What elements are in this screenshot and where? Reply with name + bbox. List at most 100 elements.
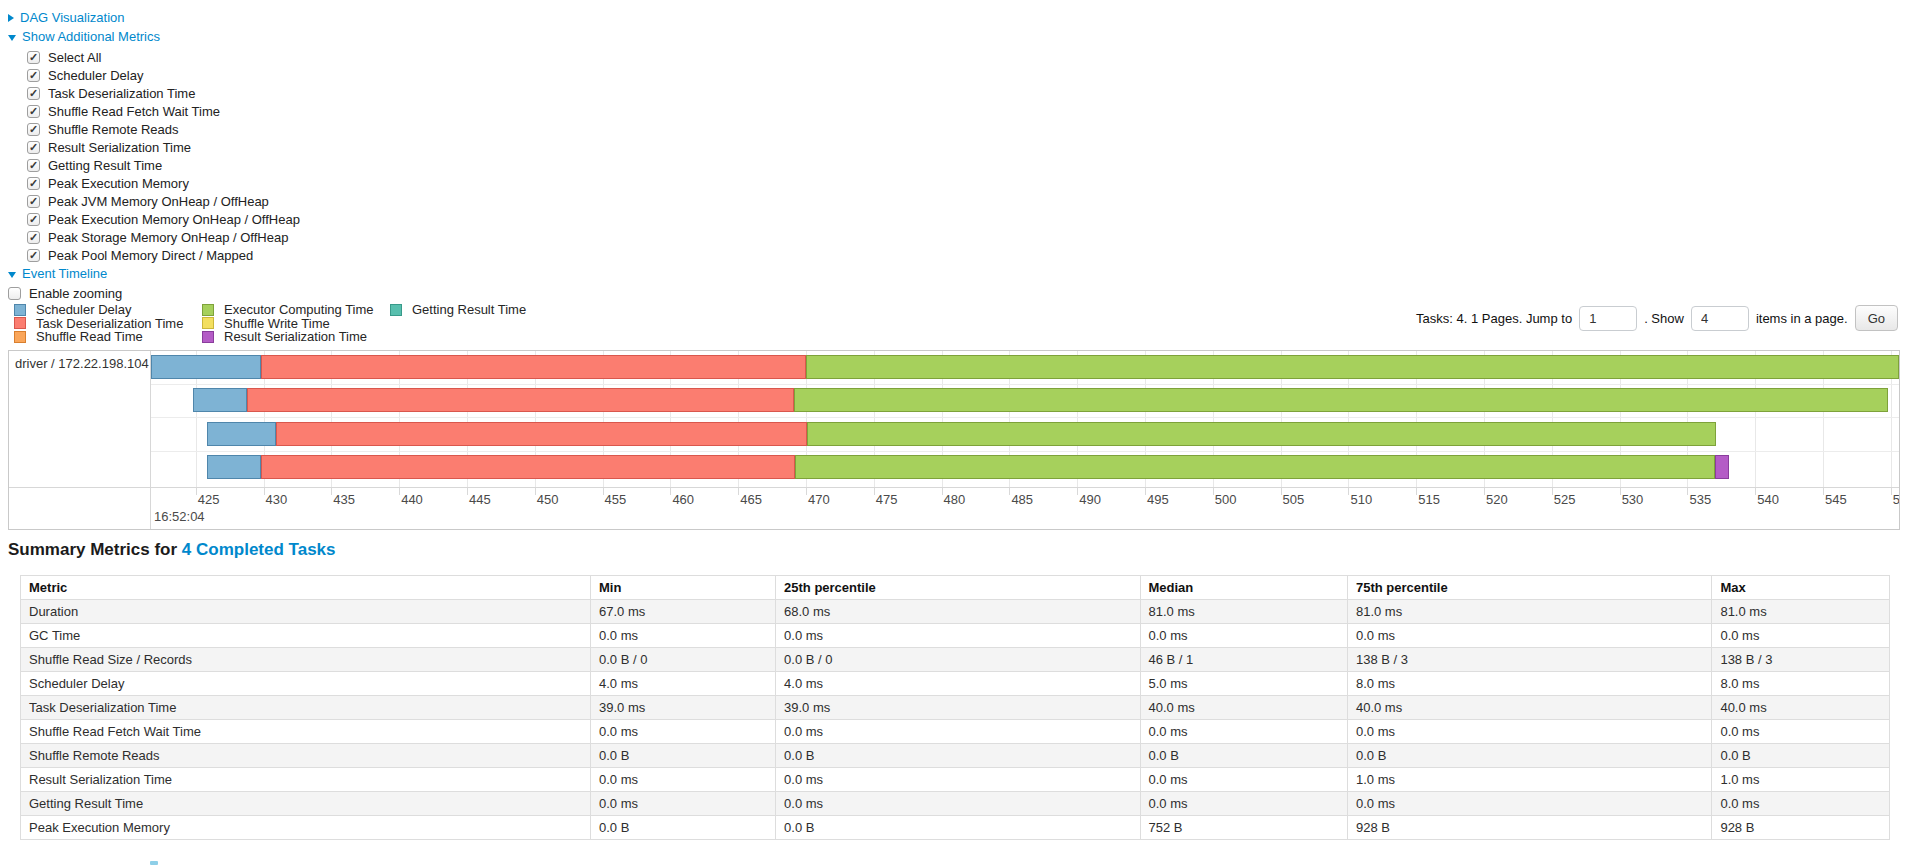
summary-table-cell: 4.0 ms bbox=[591, 672, 776, 696]
metric-checkbox[interactable] bbox=[27, 213, 40, 226]
metric-checkbox-label: Select All bbox=[48, 50, 101, 65]
metric-checkbox[interactable] bbox=[27, 249, 40, 262]
summary-column-header: Median bbox=[1140, 576, 1347, 600]
summary-column-header: Min bbox=[591, 576, 776, 600]
metric-checkbox[interactable] bbox=[27, 231, 40, 244]
summary-table-cell: 1.0 ms bbox=[1712, 768, 1890, 792]
task-bar-scheduler_delay[interactable] bbox=[207, 455, 261, 479]
task-bar-executor_computing[interactable] bbox=[794, 388, 1888, 412]
axis-tick-mark bbox=[874, 488, 875, 495]
axis-tick-mark bbox=[1077, 488, 1078, 495]
task-bar-task_deserialization[interactable] bbox=[261, 455, 795, 479]
summary-table-cell: 5.0 ms bbox=[1140, 672, 1347, 696]
axis-tick-label: 530 bbox=[1622, 492, 1644, 507]
summary-table-cell: 81.0 ms bbox=[1712, 600, 1890, 624]
metric-checkbox-label: Shuffle Remote Reads bbox=[48, 122, 179, 137]
task-bar-task_deserialization[interactable] bbox=[261, 355, 806, 379]
task-bar-result_serialization[interactable] bbox=[1715, 455, 1730, 479]
summary-table-cell: 0.0 B bbox=[1140, 744, 1347, 768]
summary-table-cell: 0.0 ms bbox=[776, 720, 1140, 744]
summary-metrics-table: MetricMin25th percentileMedian75th perce… bbox=[20, 575, 1890, 840]
task-bar-executor_computing[interactable] bbox=[795, 455, 1714, 479]
additional-metrics-list: Select AllScheduler Delay Task Deserializ… bbox=[8, 48, 300, 264]
caret-down-icon bbox=[8, 272, 16, 278]
event-timeline-toggle[interactable]: Event Timeline bbox=[8, 264, 300, 283]
axis-tick-label: 485 bbox=[1011, 492, 1033, 507]
task-bar-executor_computing[interactable] bbox=[806, 355, 1899, 379]
axis-tick-mark bbox=[670, 488, 671, 495]
row-separator bbox=[151, 451, 1899, 452]
axis-tick-label: 435 bbox=[333, 492, 355, 507]
metric-checkbox[interactable] bbox=[27, 105, 40, 118]
task-bar-task_deserialization[interactable] bbox=[247, 388, 794, 412]
row-separator bbox=[151, 417, 1899, 418]
task-bar-scheduler_delay[interactable] bbox=[193, 388, 247, 412]
event-timeline-link[interactable]: Event Timeline bbox=[22, 266, 107, 281]
summary-table-cell: 0.0 ms bbox=[776, 792, 1140, 816]
summary-table-cell: 40.0 ms bbox=[1347, 696, 1711, 720]
pagination-prefix-text: Tasks: 4. 1 Pages. Jump to bbox=[1416, 311, 1572, 326]
legend-label: Shuffle Read Time bbox=[36, 329, 143, 344]
task-bar-scheduler_delay[interactable] bbox=[151, 355, 261, 379]
summary-column-header: 75th percentile bbox=[1347, 576, 1711, 600]
metric-checkbox-label: Shuffle Read Fetch Wait Time bbox=[48, 104, 220, 119]
summary-table-cell: 0.0 ms bbox=[1140, 624, 1347, 648]
enable-zooming-checkbox[interactable] bbox=[8, 287, 21, 300]
summary-table-cell: 39.0 ms bbox=[776, 696, 1140, 720]
axis-tick-label: 525 bbox=[1554, 492, 1576, 507]
summary-table-row: Duration67.0 ms68.0 ms81.0 ms81.0 ms81.0… bbox=[21, 600, 1890, 624]
timeline-group-column: driver / 172.22.198.104 bbox=[9, 351, 151, 529]
summary-table-row: Shuffle Read Fetch Wait Time0.0 ms0.0 ms… bbox=[21, 720, 1890, 744]
go-button[interactable]: Go bbox=[1855, 305, 1898, 331]
dag-visualization-link[interactable]: DAG Visualization bbox=[20, 10, 125, 25]
task-bar-task_deserialization[interactable] bbox=[276, 422, 808, 446]
legend-item-shuffle_write: Shuffle Write Time bbox=[202, 317, 390, 331]
metric-checkbox[interactable] bbox=[27, 159, 40, 172]
summary-table-cell: 0.0 ms bbox=[776, 768, 1140, 792]
dag-visualization-toggle[interactable]: DAG Visualization bbox=[8, 8, 300, 27]
metric-checkbox[interactable] bbox=[27, 69, 40, 82]
metric-checkbox[interactable] bbox=[27, 51, 40, 64]
show-additional-metrics-toggle[interactable]: Show Additional Metrics bbox=[8, 27, 300, 46]
axis-major-time-label: 16:52:04 bbox=[154, 509, 205, 524]
task-bar-executor_computing[interactable] bbox=[807, 422, 1716, 446]
summary-column-header: 25th percentile bbox=[776, 576, 1140, 600]
metric-checkbox-label: Result Serialization Time bbox=[48, 140, 191, 155]
metric-checkbox-item: Peak Storage Memory OnHeap / OffHeap bbox=[8, 228, 300, 246]
items-per-page-input[interactable] bbox=[1691, 306, 1749, 331]
metric-checkbox[interactable] bbox=[27, 195, 40, 208]
metric-checkbox[interactable] bbox=[27, 123, 40, 136]
completed-tasks-link[interactable]: 4 Completed Tasks bbox=[182, 540, 336, 559]
axis-tick-mark bbox=[1416, 488, 1417, 495]
axis-tick-mark bbox=[196, 488, 197, 495]
summary-table-cell: 4.0 ms bbox=[776, 672, 1140, 696]
metric-checkbox-label: Peak Execution Memory OnHeap / OffHeap bbox=[48, 212, 300, 227]
task-bar-scheduler_delay[interactable] bbox=[207, 422, 276, 446]
summary-table-row: Result Serialization Time0.0 ms0.0 ms0.0… bbox=[21, 768, 1890, 792]
show-additional-metrics-link[interactable]: Show Additional Metrics bbox=[22, 29, 160, 44]
jump-to-page-input[interactable] bbox=[1579, 306, 1637, 331]
summary-table-cell: 0.0 ms bbox=[1712, 624, 1890, 648]
metric-checkbox[interactable] bbox=[27, 141, 40, 154]
summary-table-cell: 928 B bbox=[1712, 816, 1890, 840]
summary-table-cell: 8.0 ms bbox=[1712, 672, 1890, 696]
legend-swatch-scheduler_delay bbox=[14, 304, 26, 316]
legend-swatch-shuffle_write bbox=[202, 317, 214, 329]
metric-checkbox[interactable] bbox=[27, 87, 40, 100]
metric-checkbox-label: Task Deserialization Time bbox=[48, 86, 195, 101]
cutoff-next-section-fragment bbox=[150, 861, 158, 865]
summary-table-cell: 1.0 ms bbox=[1347, 768, 1711, 792]
axis-tick-mark bbox=[1484, 488, 1485, 495]
metric-checkbox-item: Shuffle Read Fetch Wait Time bbox=[8, 102, 300, 120]
summary-table-cell: Task Deserialization Time bbox=[21, 696, 591, 720]
summary-table-cell: 46 B / 1 bbox=[1140, 648, 1347, 672]
summary-table-cell: 0.0 ms bbox=[591, 624, 776, 648]
metric-checkbox-label: Peak Execution Memory bbox=[48, 176, 189, 191]
metric-checkbox[interactable] bbox=[27, 177, 40, 190]
axis-tick-label: 425 bbox=[198, 492, 220, 507]
enable-zooming-label: Enable zooming bbox=[29, 286, 122, 301]
summary-metrics-heading: Summary Metrics for 4 Completed Tasks bbox=[8, 540, 336, 560]
metric-checkbox-item: Scheduler Delay bbox=[8, 66, 300, 84]
legend-swatch-task_deserialization bbox=[14, 317, 26, 329]
axis-tick-mark bbox=[535, 488, 536, 495]
